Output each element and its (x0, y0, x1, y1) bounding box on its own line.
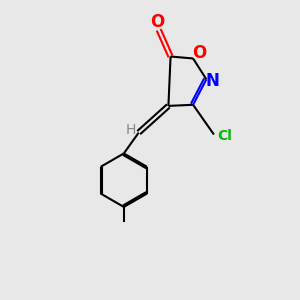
Text: O: O (150, 13, 164, 31)
Text: H: H (126, 123, 136, 137)
Text: O: O (192, 44, 206, 62)
Text: Cl: Cl (217, 129, 232, 143)
Text: N: N (206, 72, 220, 90)
